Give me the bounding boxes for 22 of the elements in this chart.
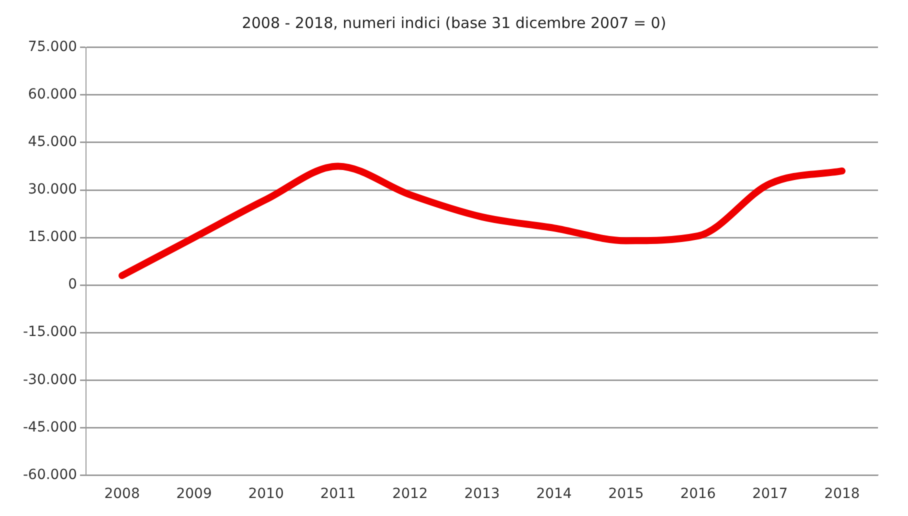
x-tick-label: 2013 bbox=[464, 486, 500, 502]
x-tick-label: 2011 bbox=[320, 486, 356, 502]
y-tick-label: -45.000 bbox=[22, 419, 78, 436]
y-tick-label: -60.000 bbox=[22, 466, 78, 483]
y-tick-label: -15.000 bbox=[22, 324, 78, 340]
x-tick-label: 2008 bbox=[104, 486, 140, 502]
y-tick-label: 30.000 bbox=[28, 182, 78, 198]
y-tick-label: -30.000 bbox=[22, 372, 78, 388]
x-tick-label: 2016 bbox=[680, 486, 716, 502]
y-tick-label: 45.000 bbox=[28, 134, 78, 150]
x-tick-label: 2018 bbox=[824, 486, 860, 502]
x-tick-label: 2009 bbox=[176, 486, 212, 502]
x-tick-label: 2012 bbox=[392, 486, 428, 502]
y-tick-label: 60.000 bbox=[28, 86, 78, 103]
y-tick-label: 15.000 bbox=[28, 229, 78, 246]
x-tick-label: 2014 bbox=[536, 486, 572, 502]
x-tick-label: 2010 bbox=[248, 486, 284, 502]
y-tick-label: 0 bbox=[68, 276, 78, 293]
x-tick-label: 2017 bbox=[752, 486, 788, 502]
chart-title: 2008 - 2018, numeri indici (base 31 dicembre 2007 = 0) bbox=[240, 14, 668, 34]
y-tick-label: 75.000 bbox=[28, 39, 78, 56]
x-tick-label: 2015 bbox=[608, 486, 644, 502]
